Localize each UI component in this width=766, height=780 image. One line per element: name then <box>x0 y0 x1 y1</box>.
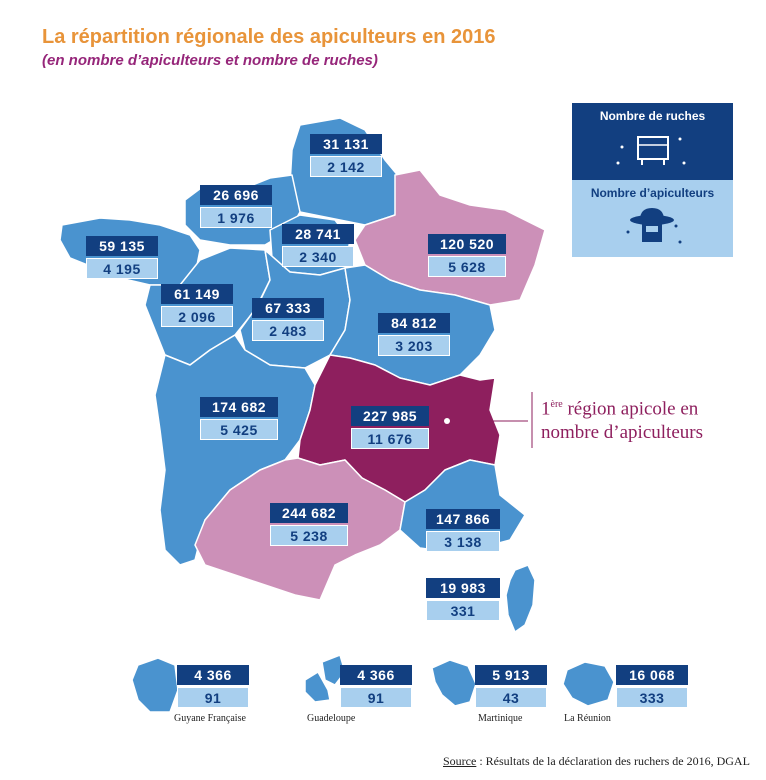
ruches-value: 67 333 <box>252 298 324 318</box>
badge-guyane: 4 366 91 <box>177 665 249 708</box>
badge-guadeloupe: 4 366 91 <box>340 665 412 708</box>
apiculteurs-value: 2 483 <box>252 320 324 341</box>
annotation-line-1: 1ère région apicole en <box>541 393 703 421</box>
dom-reunion-shape <box>562 661 615 707</box>
apiculteurs-value: 2 142 <box>310 156 382 177</box>
badge-nouvelle-aquitaine: 174 682 5 425 <box>200 397 278 440</box>
badge-corse: 19 983 331 <box>426 578 500 621</box>
annotation-sup: ère <box>550 399 563 410</box>
dom-guadeloupe-shape <box>304 654 346 703</box>
badge-occitanie: 244 682 5 238 <box>270 503 348 546</box>
dom-guyane-shape <box>131 657 179 713</box>
apiculteurs-value: 4 195 <box>86 258 158 279</box>
apiculteurs-value: 5 425 <box>200 419 278 440</box>
apiculteurs-value: 1 976 <box>200 207 272 228</box>
region-paca <box>399 459 526 553</box>
ruches-value: 16 068 <box>616 665 688 685</box>
dom-label-guadeloupe: Guadeloupe <box>307 713 356 724</box>
legend-apiculteurs-label: Nombre d’apiculteurs <box>590 186 715 200</box>
annotation-line-2: nombre d’apiculteurs <box>541 422 703 444</box>
badge-reunion: 16 068 333 <box>616 665 688 708</box>
apiculteurs-value: 3 138 <box>426 531 500 552</box>
ruches-value: 28 741 <box>282 224 354 244</box>
annotation-ordinal: 1 <box>541 398 551 420</box>
ruches-value: 174 682 <box>200 397 278 417</box>
apiculteurs-value: 3 203 <box>378 335 450 356</box>
ruches-value: 147 866 <box>426 509 500 529</box>
badge-auvergne-rhone-alpes: 227 985 11 676 <box>351 406 429 449</box>
ruches-value: 227 985 <box>351 406 429 426</box>
dom-label-martinique: Martinique <box>478 713 523 724</box>
ruches-value: 26 696 <box>200 185 272 205</box>
ruches-value: 4 366 <box>177 665 249 685</box>
apiculteurs-value: 2 340 <box>282 246 354 267</box>
legend-ruches-label: Nombre de ruches <box>599 109 706 123</box>
page-subtitle: (en nombre d’apiculteurs et nombre de ru… <box>42 52 378 69</box>
beekeeper-icon <box>626 208 682 244</box>
badge-martinique: 5 913 43 <box>475 665 547 708</box>
ruches-value: 244 682 <box>270 503 348 523</box>
apiculteurs-value: 2 096 <box>161 306 233 327</box>
apiculteurs-value: 333 <box>616 687 688 708</box>
badge-normandie: 26 696 1 976 <box>200 185 272 228</box>
ruches-value: 84 812 <box>378 313 450 333</box>
badge-pays-de-la-loire: 61 149 2 096 <box>161 284 233 327</box>
annotation-line1-text: région apicole en <box>562 398 699 420</box>
badge-centre: 67 333 2 483 <box>252 298 324 341</box>
ruches-value: 19 983 <box>426 578 500 598</box>
page-title: La répartition régionale des apiculteurs… <box>42 26 496 48</box>
badge-hauts-de-france: 31 131 2 142 <box>310 134 382 177</box>
badge-ile-de-france: 28 741 2 340 <box>282 224 354 267</box>
ruches-value: 31 131 <box>310 134 382 154</box>
apiculteurs-value: 43 <box>475 687 547 708</box>
source-label: Source <box>443 754 477 768</box>
badge-paca: 147 866 3 138 <box>426 509 500 552</box>
beehive-icon <box>616 136 686 165</box>
legend-ruches: Nombre de ruches <box>572 103 733 180</box>
ruches-value: 5 913 <box>475 665 547 685</box>
badge-grand-est: 120 520 5 628 <box>428 234 506 277</box>
legend: Nombre de ruches Nombre d’apiculteurs <box>572 103 733 257</box>
apiculteurs-value: 5 628 <box>428 256 506 277</box>
legend-apiculteurs: Nombre d’apiculteurs <box>572 180 733 257</box>
dom-label-reunion: La Réunion <box>564 713 611 724</box>
badge-bourgogne-franche-comte: 84 812 3 203 <box>378 313 450 356</box>
apiculteurs-value: 331 <box>426 600 500 621</box>
ruches-value: 120 520 <box>428 234 506 254</box>
dom-martinique-shape <box>431 659 477 707</box>
ruches-value: 61 149 <box>161 284 233 304</box>
apiculteurs-value: 5 238 <box>270 525 348 546</box>
apiculteurs-value: 91 <box>340 687 412 708</box>
annotation-dot <box>444 418 450 424</box>
badge-bretagne: 59 135 4 195 <box>86 236 158 279</box>
apiculteurs-value: 11 676 <box>351 428 429 449</box>
source-text: : Résultats de la déclaration des rucher… <box>476 754 750 768</box>
apiculteurs-value: 91 <box>177 687 249 708</box>
ruches-value: 4 366 <box>340 665 412 685</box>
dom-label-guyane: Guyane Française <box>174 713 246 724</box>
region-corse <box>505 564 536 633</box>
ruches-value: 59 135 <box>86 236 158 256</box>
source-note: Source : Résultats de la déclaration des… <box>443 754 750 769</box>
annotation-top-region: 1ère région apicole en nombre d’apiculte… <box>541 393 703 445</box>
